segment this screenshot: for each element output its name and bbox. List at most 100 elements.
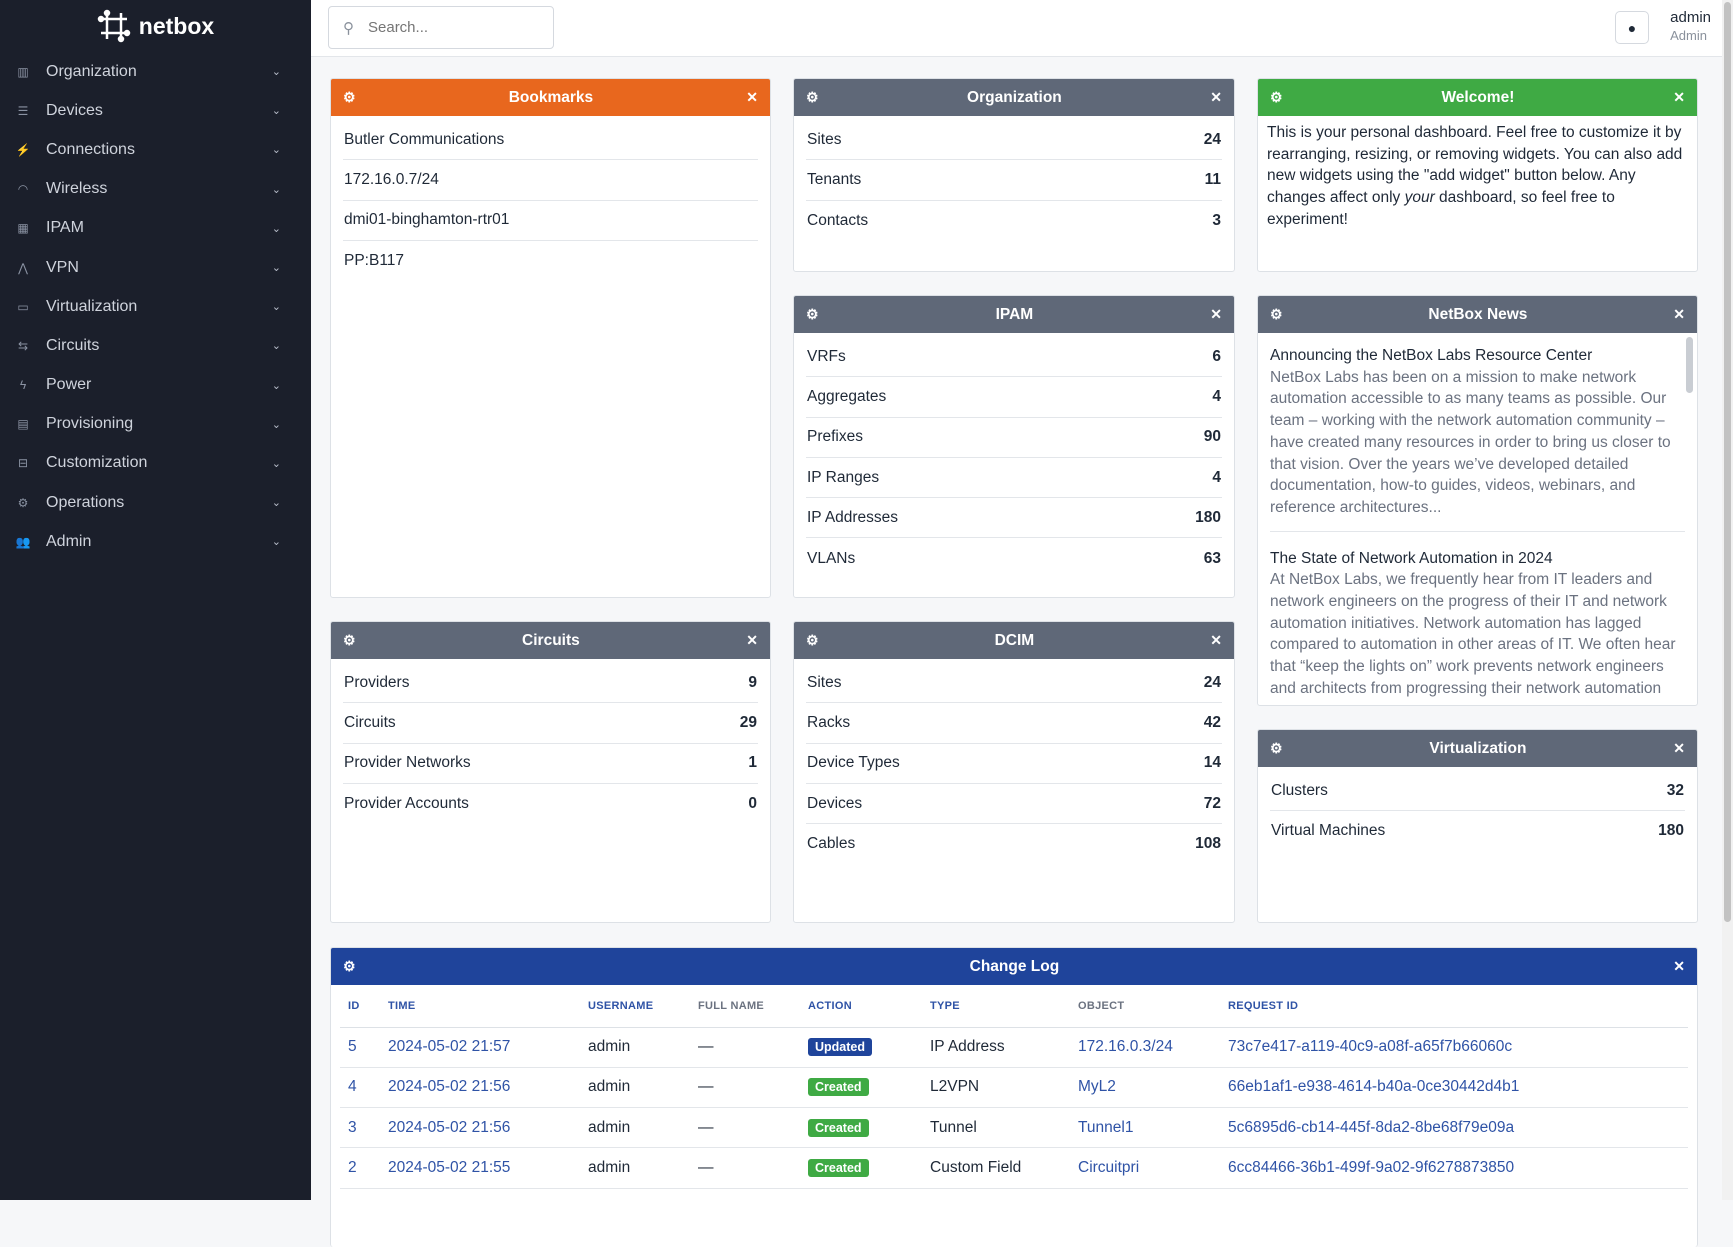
sidebar-item-provisioning[interactable]: ▤ Provisioning ⌄: [0, 405, 311, 444]
stat-row[interactable]: IP Ranges 4: [806, 458, 1222, 499]
stat-label[interactable]: VLANs: [807, 549, 856, 567]
stat-label[interactable]: IP Ranges: [807, 468, 880, 486]
change-time[interactable]: 2024-05-02 21:57: [380, 1027, 580, 1068]
gear-icon[interactable]: ⚙: [343, 632, 356, 648]
change-request-id[interactable]: 73c7e417-a119-40c9-a08f-a65f7b66060c: [1220, 1027, 1688, 1068]
stat-row[interactable]: Contacts 3: [806, 201, 1222, 241]
change-request-id[interactable]: 66eb1af1-e938-4614-b40a-0ce30442d4b1: [1220, 1067, 1688, 1109]
close-icon[interactable]: ✕: [1673, 89, 1685, 105]
stat-label[interactable]: Sites: [807, 673, 842, 691]
change-time[interactable]: 2024-05-02 21:56: [380, 1067, 580, 1109]
gear-icon[interactable]: ⚙: [806, 306, 819, 322]
close-icon[interactable]: ✕: [1210, 632, 1222, 648]
sidebar-item-customization[interactable]: ⊟ Customization ⌄: [0, 444, 311, 483]
change-object[interactable]: MyL2: [1070, 1067, 1220, 1109]
change-id[interactable]: 5: [340, 1027, 380, 1068]
stat-label[interactable]: IP Addresses: [807, 508, 899, 526]
stat-row[interactable]: Sites 24: [806, 120, 1222, 161]
widget-header[interactable]: ⚙ Welcome! ✕: [1258, 79, 1697, 116]
stat-row[interactable]: Clusters 32: [1270, 771, 1685, 812]
stat-label[interactable]: Circuits: [344, 713, 396, 731]
stat-label[interactable]: VRFs: [807, 347, 846, 365]
stat-row[interactable]: Sites 24: [806, 663, 1222, 704]
news-title[interactable]: Announcing the NetBox Labs Resource Cent…: [1270, 347, 1593, 364]
gear-icon[interactable]: ⚙: [806, 89, 819, 105]
close-icon[interactable]: ✕: [1673, 958, 1685, 974]
stat-label[interactable]: Racks: [807, 713, 851, 731]
close-icon[interactable]: ✕: [1210, 89, 1222, 105]
gear-icon[interactable]: ⚙: [1270, 306, 1283, 322]
stat-label[interactable]: Virtual Machines: [1271, 822, 1386, 840]
widget-header[interactable]: ⚙ NetBox News ✕: [1258, 296, 1697, 333]
change-object[interactable]: 172.16.0.3/24: [1070, 1027, 1220, 1068]
stat-row[interactable]: VLANs 63: [806, 538, 1222, 578]
column-header-request-id[interactable]: REQUEST ID: [1220, 985, 1688, 1028]
change-id[interactable]: 3: [340, 1107, 380, 1149]
column-header-username[interactable]: USERNAME: [580, 985, 690, 1028]
bookmark-link[interactable]: PP:B117: [343, 241, 758, 281]
gear-icon[interactable]: ⚙: [806, 632, 819, 648]
bookmark-link[interactable]: dmi01-binghamton-rtr01: [343, 201, 758, 241]
bookmark-link[interactable]: Butler Communications: [343, 120, 758, 161]
stat-label[interactable]: Prefixes: [807, 428, 863, 446]
change-request-id[interactable]: 5c6895d6-cb14-445f-8da2-8be68f79e09a: [1220, 1107, 1688, 1149]
stat-row[interactable]: Tenants 11: [806, 160, 1222, 201]
stat-label[interactable]: Contacts: [807, 211, 869, 229]
stat-row[interactable]: Circuits 29: [343, 703, 758, 744]
netbox-logo[interactable]: netbox: [0, 0, 311, 52]
stat-label[interactable]: Provider Networks: [344, 754, 471, 772]
stat-row[interactable]: Providers 9: [343, 663, 758, 704]
bookmark-label[interactable]: 172.16.0.7/24: [344, 170, 439, 188]
sidebar-item-wireless[interactable]: ◠ Wireless ⌄: [0, 170, 311, 209]
gear-icon[interactable]: ⚙: [1270, 89, 1283, 105]
stat-row[interactable]: Cables 108: [806, 824, 1222, 864]
news-title[interactable]: The State of Network Automation in 2024: [1270, 549, 1553, 567]
stat-row[interactable]: Device Types 14: [806, 744, 1222, 784]
sidebar-item-organization[interactable]: ▥ Organization ⌄: [0, 52, 311, 91]
sidebar-item-operations[interactable]: ⚙ Operations ⌄: [0, 483, 311, 522]
sidebar-item-vpn[interactable]: ⋀ VPN ⌄: [0, 248, 311, 287]
change-object[interactable]: Circuitpri: [1070, 1147, 1220, 1189]
column-header-full-name[interactable]: FULL NAME: [690, 985, 800, 1028]
search-box[interactable]: ⚲: [328, 6, 554, 49]
search-input[interactable]: [368, 19, 538, 36]
change-id[interactable]: 2: [340, 1147, 380, 1189]
sidebar-item-connections[interactable]: ⚡ Connections ⌄: [0, 130, 311, 169]
sidebar-item-ipam[interactable]: ▦ IPAM ⌄: [0, 209, 311, 248]
stat-label[interactable]: Provider Accounts: [344, 795, 469, 813]
user-menu[interactable]: admin Admin: [1670, 9, 1711, 45]
stat-row[interactable]: Prefixes 90: [806, 418, 1222, 458]
sidebar-item-power[interactable]: ϟ Power ⌄: [0, 366, 311, 405]
close-icon[interactable]: ✕: [746, 632, 758, 648]
change-request-id[interactable]: 6cc84466-36b1-499f-9a02-9f6278873850: [1220, 1147, 1688, 1189]
news-scrollbar[interactable]: [1686, 337, 1693, 393]
sidebar-item-virtualization[interactable]: ▭ Virtualization ⌄: [0, 287, 311, 326]
widget-header[interactable]: ⚙ IPAM ✕: [794, 296, 1234, 333]
widget-header[interactable]: ⚙ Circuits ✕: [331, 622, 770, 659]
gear-icon[interactable]: ⚙: [1270, 740, 1283, 756]
change-object[interactable]: Tunnel1: [1070, 1107, 1220, 1149]
column-header-action[interactable]: ACTION: [800, 985, 922, 1028]
bookmark-label[interactable]: dmi01-binghamton-rtr01: [344, 211, 510, 229]
sidebar-item-devices[interactable]: ☰ Devices ⌄: [0, 91, 311, 130]
widget-header[interactable]: ⚙ DCIM ✕: [794, 622, 1234, 659]
close-icon[interactable]: ✕: [1673, 740, 1685, 756]
stat-label[interactable]: Devices: [807, 794, 863, 812]
widget-header[interactable]: ⚙ Virtualization ✕: [1258, 730, 1697, 767]
stat-label[interactable]: Providers: [344, 673, 410, 691]
change-time[interactable]: 2024-05-02 21:55: [380, 1147, 580, 1189]
stat-label[interactable]: Device Types: [807, 754, 900, 772]
stat-row[interactable]: Aggregates 4: [806, 377, 1222, 418]
scrollbar-thumb[interactable]: [1724, 2, 1731, 922]
bookmark-label[interactable]: PP:B117: [344, 252, 405, 270]
bookmark-label[interactable]: Butler Communications: [344, 130, 505, 148]
gear-icon[interactable]: ⚙: [343, 958, 356, 974]
stat-row[interactable]: Virtual Machines 180: [1270, 811, 1685, 851]
stat-label[interactable]: Tenants: [807, 170, 862, 188]
stat-row[interactable]: Racks 42: [806, 703, 1222, 744]
stat-label[interactable]: Sites: [807, 130, 842, 148]
column-header-time[interactable]: TIME: [380, 985, 580, 1028]
theme-toggle-button[interactable]: ●: [1615, 11, 1649, 44]
close-icon[interactable]: ✕: [1210, 306, 1222, 322]
sidebar-item-circuits[interactable]: ⇆ Circuits ⌄: [0, 326, 311, 365]
